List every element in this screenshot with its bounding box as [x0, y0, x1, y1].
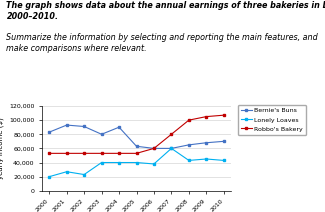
Lonely Loaves: [204, 158, 208, 160]
Bernie's Buns: [47, 131, 51, 133]
Bernie's Buns: [204, 141, 208, 144]
Legend: Bernie's Buns, Lonely Loaves, Robbo's Bakery: Bernie's Buns, Lonely Loaves, Robbo's Ba…: [238, 105, 306, 135]
Robbo's Bakery: [187, 119, 191, 121]
Robbo's Bakery: [152, 147, 156, 150]
Bernie's Buns: [82, 125, 86, 128]
Line: Lonely Loaves: Lonely Loaves: [48, 147, 225, 178]
Robbo's Bakery: [47, 152, 51, 155]
Robbo's Bakery: [222, 114, 226, 116]
Bernie's Buns: [222, 140, 226, 143]
Line: Robbo's Bakery: Robbo's Bakery: [48, 114, 225, 155]
Lonely Loaves: [117, 161, 121, 164]
Text: Summarize the information by selecting and reporting the main features, and
make: Summarize the information by selecting a…: [6, 33, 318, 53]
Lonely Loaves: [100, 161, 104, 164]
Lonely Loaves: [187, 159, 191, 162]
Lonely Loaves: [152, 163, 156, 165]
Bernie's Buns: [152, 147, 156, 150]
Robbo's Bakery: [169, 133, 173, 135]
Lonely Loaves: [47, 175, 51, 178]
Lonely Loaves: [222, 159, 226, 162]
Lonely Loaves: [135, 161, 138, 164]
Bernie's Buns: [169, 147, 173, 150]
Robbo's Bakery: [135, 152, 138, 155]
Line: Bernie's Buns: Bernie's Buns: [48, 124, 225, 150]
Lonely Loaves: [169, 147, 173, 150]
Robbo's Bakery: [117, 152, 121, 155]
Robbo's Bakery: [204, 115, 208, 118]
Lonely Loaves: [65, 170, 69, 173]
Bernie's Buns: [65, 124, 69, 126]
Robbo's Bakery: [100, 152, 104, 155]
Y-axis label: yearly income ($): yearly income ($): [0, 117, 4, 179]
Bernie's Buns: [100, 133, 104, 135]
Bernie's Buns: [117, 126, 121, 128]
Bernie's Buns: [135, 145, 138, 148]
Text: The graph shows data about the annual earnings of three bakeries in London,
2000: The graph shows data about the annual ea…: [6, 1, 325, 21]
Robbo's Bakery: [82, 152, 86, 155]
Bernie's Buns: [187, 144, 191, 146]
Robbo's Bakery: [65, 152, 69, 155]
Lonely Loaves: [82, 173, 86, 176]
